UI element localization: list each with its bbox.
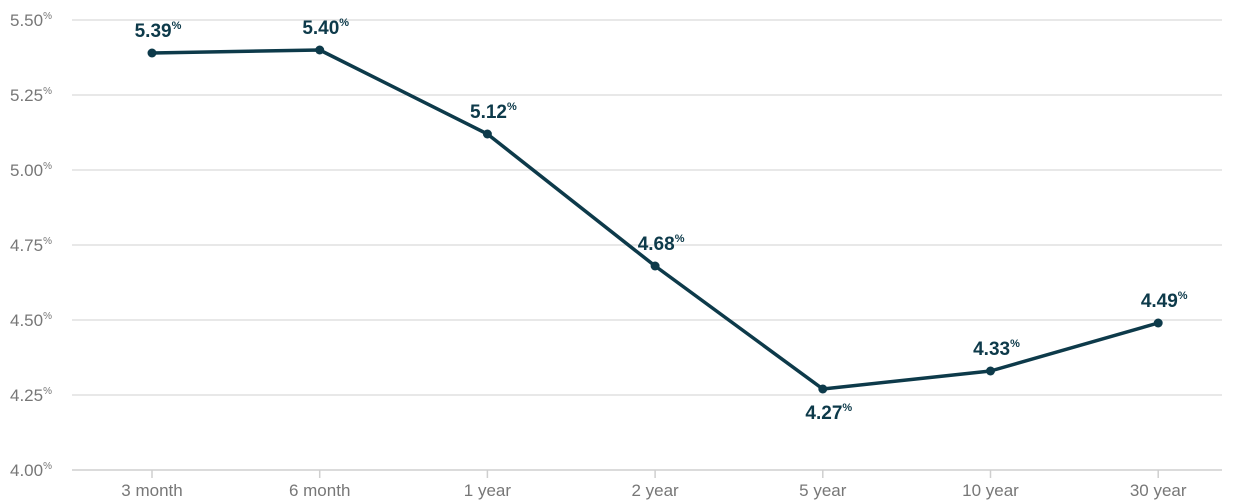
data-label: 5.12% — [470, 101, 517, 123]
grid-lines — [72, 19, 1222, 396]
x-tick-label: 30 year — [1130, 481, 1187, 500]
data-label: 5.40% — [302, 17, 349, 39]
data-point — [315, 45, 325, 55]
y-tick-label: 4.00% — [10, 461, 52, 480]
data-point — [818, 384, 828, 394]
x-tick-label: 2 year — [631, 481, 679, 500]
data-label: 5.39% — [135, 20, 182, 42]
x-tick-label: 1 year — [464, 481, 512, 500]
data-point — [482, 129, 492, 139]
x-tick-label: 3 month — [121, 481, 182, 500]
y-tick-label: 4.25% — [10, 386, 52, 405]
x-tick-label: 10 year — [962, 481, 1019, 500]
y-tick-label: 5.25% — [10, 86, 52, 105]
x-axis: 3 month 6 month 1 year 2 year 5 year 10 year 3… — [72, 469, 1222, 500]
data-labels: 5.39% 5.40% 5.12% 4.68% 4.27% 4.33% 4.49% — [135, 17, 1188, 424]
y-tick-label: 5.50% — [10, 11, 52, 30]
x-tick-label: 5 year — [799, 481, 847, 500]
data-point — [147, 48, 157, 58]
data-points — [147, 45, 1163, 394]
x-tick-label: 6 month — [289, 481, 350, 500]
data-label: 4.27% — [805, 402, 852, 424]
data-point — [986, 366, 995, 376]
data-label: 4.33% — [973, 338, 1020, 360]
y-tick-label: 4.75% — [10, 236, 52, 255]
y-tick-label: 4.50% — [10, 311, 52, 330]
y-axis-labels: 4.00% 4.25% 4.50% 4.75% 5.00% 5.25% 5.50% — [10, 11, 52, 480]
data-label: 4.49% — [1141, 290, 1188, 312]
y-tick-label: 5.00% — [10, 161, 52, 180]
data-point — [1153, 318, 1163, 328]
data-label: 4.68% — [638, 233, 685, 255]
data-point — [650, 261, 660, 271]
